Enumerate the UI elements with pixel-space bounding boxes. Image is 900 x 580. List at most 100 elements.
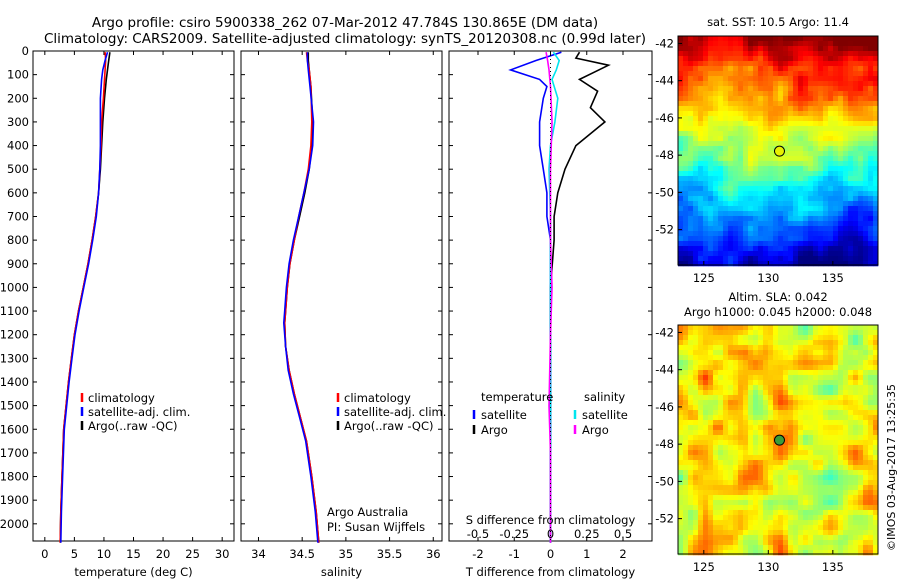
heatmap-cell (803, 161, 809, 167)
heatmap-cell (758, 430, 764, 436)
heatmap-cell (828, 201, 834, 207)
heatmap-cell (678, 510, 684, 516)
heatmap-cell (863, 41, 869, 47)
heatmap-cell (778, 86, 784, 92)
heatmap-cell (863, 525, 869, 531)
heatmap-cell (723, 360, 729, 366)
heatmap-cell (713, 330, 719, 336)
heatmap-cell (868, 370, 874, 376)
heatmap-cell (768, 136, 774, 142)
heatmap-cell (818, 465, 824, 471)
heatmap-cell (738, 335, 744, 341)
heatmap-cell (833, 61, 839, 67)
heatmap-cell (808, 61, 814, 67)
heatmap-cell (713, 365, 719, 371)
heatmap-cell (818, 385, 824, 391)
heatmap-cell (708, 206, 714, 212)
heatmap-cell (733, 186, 739, 192)
heatmap-cell (698, 490, 704, 496)
heatmap-cell (813, 156, 819, 162)
heatmap-cell (763, 480, 769, 486)
heatmap-cell (803, 530, 809, 536)
heatmap-cell (738, 360, 744, 366)
heatmap-cell (733, 51, 739, 57)
heatmap-cell (768, 181, 774, 187)
heatmap-cell (768, 111, 774, 117)
heatmap-cell (678, 256, 684, 262)
heatmap-cell (798, 335, 804, 341)
heatmap-cell (848, 131, 854, 137)
heatmap-cell (838, 440, 844, 446)
heatmap-cell (738, 425, 744, 431)
heatmap-cell (778, 201, 784, 207)
heatmap-cell (728, 211, 734, 217)
heatmap-cell (873, 141, 879, 147)
heatmap-cell (738, 495, 744, 501)
heatmap-cell (748, 400, 754, 406)
heatmap-cell (728, 176, 734, 182)
heatmap-cell (783, 216, 789, 222)
heatmap-cell (683, 246, 689, 252)
heatmap-cell (843, 41, 849, 47)
heatmap-cell (843, 530, 849, 536)
heatmap-cell (783, 66, 789, 72)
heatmap-cell (733, 41, 739, 47)
heatmap-cell (793, 86, 799, 92)
heatmap-cell (708, 385, 714, 391)
heatmap-cell (753, 181, 759, 187)
heatmap-cell (713, 241, 719, 247)
xlabel-temperature: temperature (deg C) (74, 565, 192, 579)
heatmap-cell (838, 221, 844, 227)
heatmap-cell (748, 325, 754, 331)
heatmap-cell (838, 41, 844, 47)
heatmap-cell (838, 46, 844, 52)
heatmap-cell (868, 410, 874, 416)
heatmap-cell (798, 51, 804, 57)
heatmap-cell (813, 425, 819, 431)
heatmap-cell (683, 460, 689, 466)
heatmap-cell (753, 241, 759, 247)
heatmap-cell (853, 196, 859, 202)
heatmap-cell (723, 116, 729, 122)
heatmap-cell (788, 395, 794, 401)
heatmap-cell (788, 141, 794, 147)
heatmap-cell (873, 365, 879, 371)
heatmap-cell (723, 206, 729, 212)
heatmap-cell (733, 500, 739, 506)
legend-label-salinity: satellite-adj. clim. (344, 405, 446, 419)
heatmap-cell (703, 465, 709, 471)
heatmap-cell (833, 101, 839, 107)
heatmap-cell (678, 91, 684, 97)
heatmap-cell (843, 81, 849, 87)
heatmap-cell (808, 515, 814, 521)
heatmap-cell (843, 226, 849, 232)
heatmap-cell (863, 405, 869, 411)
heatmap-cell (848, 450, 854, 456)
heatmap-cell (693, 460, 699, 466)
heatmap-cell (843, 146, 849, 152)
legend-header-temperature: temperature (481, 390, 553, 404)
heatmap-cell (868, 256, 874, 262)
heatmap-cell (873, 46, 879, 52)
heatmap-cell (758, 106, 764, 112)
heatmap-cell (683, 445, 689, 451)
heatmap-cell (868, 191, 874, 197)
heatmap-cell (798, 390, 804, 396)
heatmap-cell (848, 156, 854, 162)
heatmap-cell (753, 76, 759, 82)
heatmap-cell (868, 231, 874, 237)
heatmap-cell (718, 460, 724, 466)
heatmap-cell (763, 545, 769, 551)
heatmap-cell (858, 425, 864, 431)
heatmap-cell (713, 141, 719, 147)
heatmap-cell (823, 246, 829, 252)
heatmap-cell (698, 151, 704, 157)
heatmap-cell (708, 545, 714, 551)
heatmap-cell (813, 435, 819, 441)
heatmap-cell (683, 216, 689, 222)
heatmap-cell (718, 66, 724, 72)
heatmap-cell (848, 330, 854, 336)
heatmap-cell (808, 445, 814, 451)
heatmap-cell (703, 241, 709, 247)
heatmap-cell (798, 545, 804, 551)
